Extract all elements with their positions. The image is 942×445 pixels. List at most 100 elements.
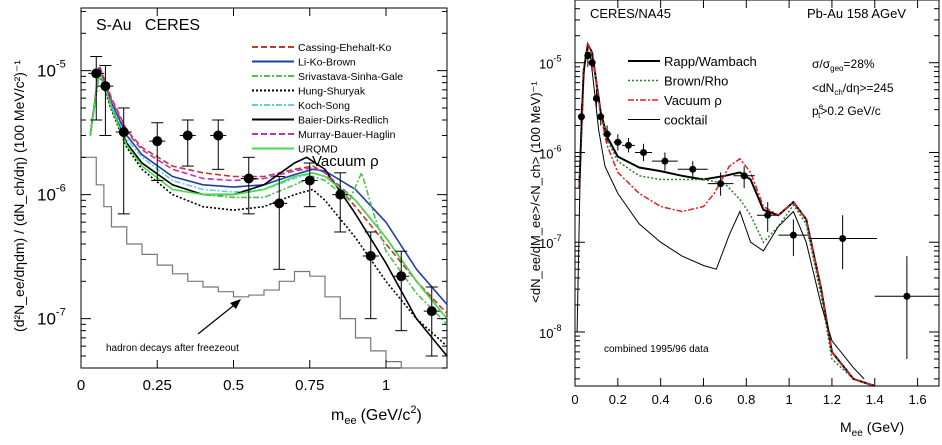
left-x-tick-label: 0.5	[223, 377, 244, 394]
right-x-tick-label: 0.8	[737, 392, 755, 407]
left-series-baier-dirks-redlich	[89, 70, 448, 357]
right-data-point	[839, 235, 847, 243]
left-data-point	[213, 130, 224, 141]
right-data-point	[592, 94, 600, 102]
left-y-tick-label: 10-5	[37, 59, 66, 81]
left-series-srivastava-sinha-gale	[89, 70, 448, 325]
left-cocktail-step	[81, 156, 447, 369]
right-data-point	[740, 172, 748, 180]
left-data-point	[274, 198, 285, 209]
left-title: S-Au CERES	[96, 17, 200, 34]
left-legend-label: Hung-Shuryak	[298, 86, 366, 98]
right-x-tick-label: 1.6	[909, 392, 927, 407]
left-series-hung-shuryak	[89, 73, 448, 347]
left-legend-label: Srivastava-Sinha-Gale	[298, 71, 403, 83]
right-legend-label: Rapp/Wambach	[664, 54, 757, 69]
left-legend-label: Baier-Dirks-Redlich	[298, 115, 389, 127]
left-data-point	[91, 68, 102, 79]
right-x-axis-label: Mee (GeV)	[840, 419, 904, 439]
right-y-tick-label: 10-8	[539, 323, 561, 341]
right-data-point	[603, 130, 611, 138]
right-series-cocktail	[576, 52, 865, 380]
right-chart: 0 0.2 0.4 0.6 0.8 1 1.2 1.4 1.610-510-610-710-8 …	[528, 0, 940, 439]
right-data-point	[584, 52, 592, 60]
right-data-point	[614, 138, 622, 146]
left-chart: 0 0.25 0.5 0.75 1 10-5 10-6 10-7 S-Au CERES Cas…	[11, 7, 448, 427]
left-legend-label: Li-Ko-Brown	[298, 57, 356, 69]
right-data-point	[689, 165, 697, 173]
right-x-tick-label: 1.4	[866, 392, 884, 407]
right-x-tick-label: 0.2	[609, 392, 627, 407]
left-y-tick-label: 10-7	[37, 307, 66, 329]
right-data-point	[764, 211, 772, 219]
left-x-axis-label: mee (GeV/c2)	[331, 404, 422, 427]
left-data-point	[426, 306, 437, 317]
right-legend: Rapp/Wambach Brown/Rho Vacuum ρ cocktail	[628, 54, 757, 128]
left-data-points	[88, 56, 440, 357]
left-data-point	[243, 173, 254, 184]
left-series-cassing-ehehalt-ko	[89, 65, 448, 315]
right-y-tick-label: 10-5	[539, 54, 561, 72]
left-x-tick-label: 1	[382, 377, 390, 394]
right-x-tick-label: 1.2	[823, 392, 841, 407]
left-hadron-arrow	[197, 301, 239, 335]
right-plot-frame	[574, 0, 940, 387]
left-data-point	[182, 130, 193, 141]
left-hadron-annotation: hadron decays after freezeout	[106, 343, 239, 354]
right-series-vacuum-	[578, 42, 876, 387]
right-legend-label: Vacuum ρ	[664, 93, 722, 108]
left-data-point	[304, 175, 315, 186]
left-legend-label: Cassing-Ehehalt-Ko	[298, 42, 392, 54]
left-legend-label: URQMD	[298, 144, 338, 156]
right-data-point	[597, 113, 605, 121]
right-info-line1: σ/σgeo=28%	[812, 57, 875, 73]
left-data-point	[100, 81, 111, 92]
left-data-point	[335, 189, 346, 200]
left-legend: Cassing-Ehehalt-Ko Li-Ko-Brown Srivastava-…	[252, 42, 403, 156]
right-x-tick-label: 1	[786, 392, 793, 407]
left-data-point	[365, 251, 376, 262]
right-data-point	[903, 292, 911, 300]
right-data-point	[661, 157, 669, 165]
left-cocktail-histogram	[81, 156, 447, 369]
left-legend-label: Koch-Song	[298, 100, 350, 112]
right-info-line2: <dNch/dη>=245	[812, 81, 894, 97]
right-model-curves	[576, 41, 876, 387]
right-data-point	[640, 148, 648, 156]
left-plot-frame	[80, 7, 448, 369]
left-x-tick-label: 0	[77, 377, 85, 394]
left-series-li-ko-brown	[89, 67, 448, 306]
right-x-tick-label: 0	[571, 392, 578, 407]
left-y-tick-label: 10-6	[37, 183, 66, 205]
left-data-point	[118, 127, 129, 138]
right-legend-label: Brown/Rho	[664, 74, 728, 89]
left-hadron-arrowhead	[230, 299, 241, 309]
left-vacuum-annotation: Vacuum ρ	[312, 153, 379, 170]
left-data-point	[396, 271, 407, 282]
right-x-tick-label: 0.6	[694, 392, 712, 407]
right-x-tick-label: 0.4	[652, 392, 670, 407]
left-data-point	[152, 136, 163, 147]
right-data-point	[588, 59, 596, 67]
right-y-tick-label: 10-7	[539, 233, 561, 251]
right-data-point	[577, 113, 585, 121]
right-info-line3: pe t>0.2 GeV/c	[812, 102, 881, 120]
left-x-tick-label: 0.75	[295, 377, 324, 394]
right-title-right: Pb-Au 158 AGeV	[807, 6, 906, 21]
left-x-tick-label: 0.25	[143, 377, 172, 394]
right-title-left: CERES/NA45	[590, 6, 671, 21]
left-axes: 0 0.25 0.5 0.75 1 10-5 10-6 10-7	[37, 8, 447, 394]
left-legend-label: Murray-Bauer-Haglin	[298, 129, 396, 141]
right-data-points	[577, 46, 939, 359]
left-y-axis-label: (d²N_ee/dηdm) / (dN_ch/dη) (100 MeV/c²)⁻…	[11, 60, 27, 332]
right-legend-label: cocktail	[664, 113, 707, 128]
right-y-axis-label: <dN_ee/dM_ee>/<N_ch> (100 MeV)⁻¹	[528, 81, 543, 303]
right-data-point	[789, 231, 797, 239]
right-y-tick-label: 10-6	[539, 143, 561, 161]
left-model-curves	[89, 65, 448, 357]
right-data-point	[625, 141, 633, 149]
right-data-point	[717, 180, 725, 188]
right-note: combined 1995/96 data	[604, 344, 709, 355]
